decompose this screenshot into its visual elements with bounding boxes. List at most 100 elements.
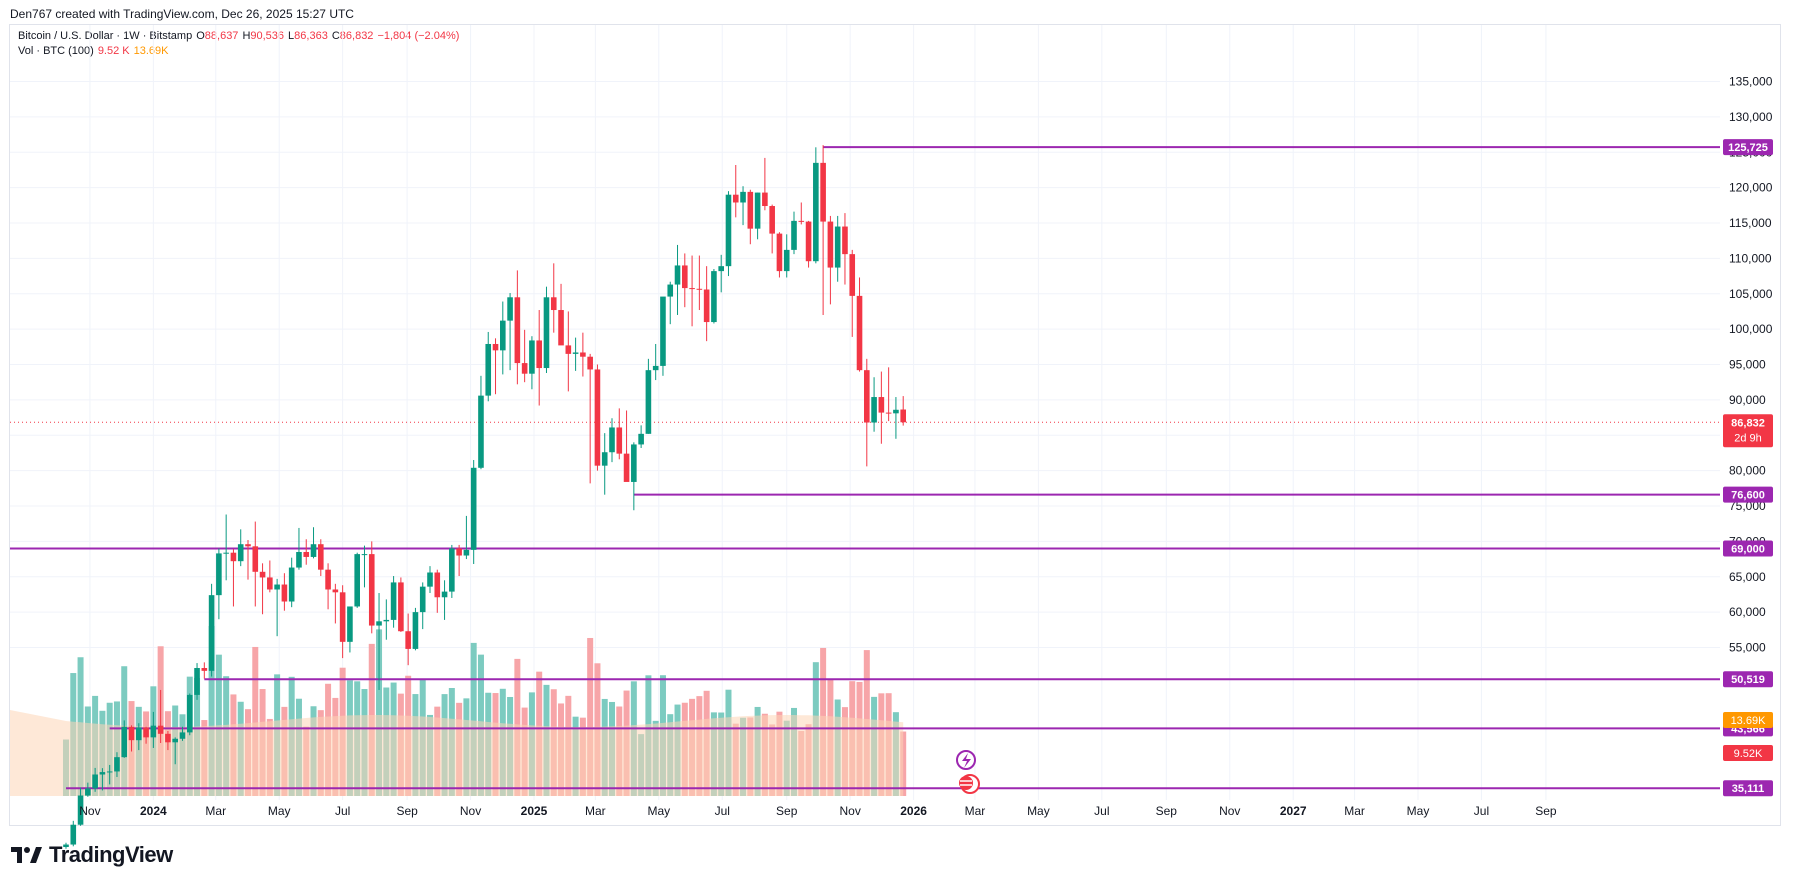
axis-tags: 125,72576,60069,00050,51943,56635,11186,… <box>1723 139 1773 797</box>
tradingview-logo[interactable]: TradingView <box>11 842 173 868</box>
candle-body <box>893 409 899 414</box>
candle-body <box>165 733 171 743</box>
candle-body <box>514 297 521 364</box>
candle-body <box>623 453 630 482</box>
level-price-tag <box>1723 139 1773 156</box>
high-value: 90,536 <box>250 30 284 42</box>
candle-body <box>361 554 368 556</box>
candle-body <box>92 774 98 789</box>
candle-body <box>718 266 724 272</box>
price-axis[interactable]: 135,000130,000125,000120,000115,000110,0… <box>1729 75 1773 655</box>
candle-body <box>441 591 448 598</box>
candle-body <box>834 226 841 268</box>
close-label: C <box>332 30 340 42</box>
time-tick-label: Jul <box>715 804 730 818</box>
candle-body <box>689 288 695 290</box>
tradingview-wordmark: TradingView <box>49 842 173 867</box>
candle-body <box>820 162 826 222</box>
candle-body <box>900 409 906 423</box>
low-label: L <box>288 30 294 42</box>
time-tick-label: May <box>1407 804 1430 818</box>
candle-body <box>412 612 419 649</box>
time-tick-label: May <box>647 804 670 818</box>
candle-body <box>296 551 302 568</box>
candle-body <box>136 727 142 741</box>
candle-body <box>267 577 273 590</box>
candle-body <box>463 549 470 556</box>
symbol-title[interactable]: Bitcoin / U.S. Dollar · 1W · Bitstamp <box>18 30 192 42</box>
time-tick-label: Mar <box>1344 804 1365 818</box>
event-icons[interactable] <box>956 750 980 794</box>
candle-body <box>216 553 222 596</box>
time-axis[interactable]: Nov 2024 Mar May Jul Sep Nov 2025 Mar May Jul Sep No… <box>79 804 1557 818</box>
price-tick-label: 90,000 <box>1729 393 1766 407</box>
time-tick-label: Nov <box>79 804 100 818</box>
candle-body <box>186 694 193 733</box>
candle-body <box>121 726 128 758</box>
candle-body <box>114 757 120 772</box>
candle-body <box>310 544 317 557</box>
candle-body <box>754 192 761 229</box>
candle-body <box>856 295 863 371</box>
candle-body <box>201 668 208 671</box>
candle-body <box>536 340 542 369</box>
countdown-label: 2d 9h <box>1734 432 1762 444</box>
ohlc-legend: Bitcoin / U.S. Dollar · 1W · Bitstamp O88… <box>18 30 463 42</box>
candle-body <box>172 738 178 743</box>
candle-body <box>871 397 877 423</box>
candle-body <box>478 395 484 468</box>
volume-current-label: 9.52K <box>1734 748 1763 760</box>
time-tick-label: Jul <box>335 804 350 818</box>
price-tick-label: 135,000 <box>1729 75 1773 89</box>
volume-ma-tag <box>1723 712 1773 728</box>
candle-body <box>143 727 149 738</box>
candle-body <box>405 631 411 649</box>
candle-body <box>674 265 681 285</box>
candle-body <box>500 320 506 351</box>
candle-body <box>572 352 579 354</box>
candle-body <box>85 788 91 796</box>
time-tick-label: Jul <box>1094 804 1109 818</box>
candle-body <box>849 254 856 296</box>
candle-body <box>565 345 572 354</box>
candle-body <box>223 552 229 554</box>
candle-body <box>449 548 455 592</box>
price-tick-label: 105,000 <box>1729 287 1773 301</box>
candle-body <box>732 194 739 203</box>
candle-body <box>543 297 550 369</box>
candle-body <box>660 296 666 366</box>
candle-body <box>230 552 237 562</box>
candle-body <box>725 194 732 267</box>
candle-body <box>878 397 885 413</box>
price-tick-label: 100,000 <box>1729 322 1773 336</box>
horizontal-levels[interactable] <box>10 146 1720 790</box>
candle-body <box>791 220 797 250</box>
low-value: 86,363 <box>294 30 328 42</box>
candle-body <box>245 544 251 547</box>
last-price-label: 86,832 <box>1731 417 1765 429</box>
candle-body <box>711 271 717 323</box>
candle-body <box>609 427 615 453</box>
candle-body <box>558 310 564 346</box>
level-price-label: 76,600 <box>1731 490 1765 502</box>
price-tick-label: 130,000 <box>1729 110 1773 124</box>
candle-body <box>842 226 848 255</box>
candle-body <box>318 544 324 570</box>
level-price-label: 125,725 <box>1728 142 1768 154</box>
price-tick-label: 115,000 <box>1729 216 1772 230</box>
lightning-icon <box>962 753 971 768</box>
open-label: O <box>196 30 205 42</box>
candle-body <box>805 221 812 262</box>
time-tick-label: Sep <box>1535 804 1557 818</box>
time-tick-label: Nov <box>839 804 860 818</box>
candle-body <box>303 551 310 557</box>
volume-title[interactable]: Vol · BTC (100) <box>18 45 94 57</box>
candle-body <box>259 571 266 578</box>
candle-body <box>601 452 608 466</box>
volume-bar <box>252 646 259 796</box>
change-value: −1,804 (−2.04%) <box>377 30 459 42</box>
candle-body <box>398 582 404 632</box>
candle-body <box>580 352 586 357</box>
volume-legend: Vol · BTC (100) 9.52 K 13.69K <box>18 45 173 57</box>
